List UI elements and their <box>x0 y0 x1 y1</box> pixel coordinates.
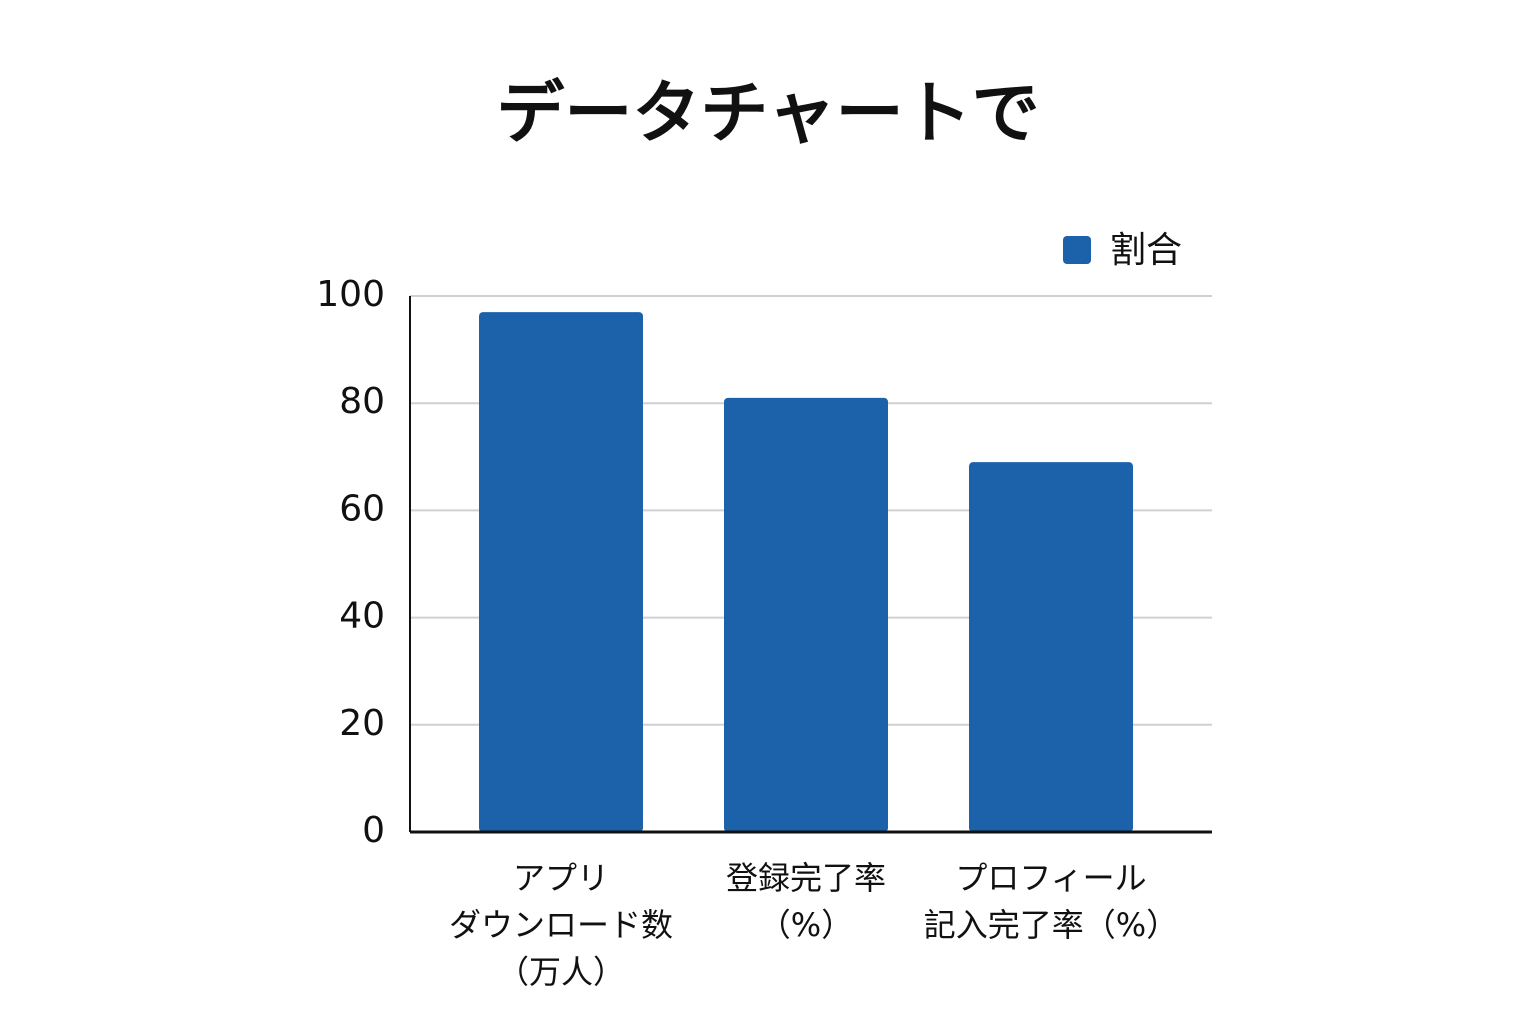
x-tick-label: ダウンロード数 <box>449 906 673 944</box>
bar <box>479 312 643 833</box>
x-tick-label: プロフィール <box>955 859 1146 897</box>
x-tick-label: 記入完了率（%） <box>924 906 1178 944</box>
chart-title: データチャートで <box>496 75 1039 154</box>
y-tick-label: 60 <box>339 488 385 529</box>
x-tick-label: アプリ <box>513 859 609 897</box>
legend-swatch <box>1063 236 1091 264</box>
x-tick-label: （%） <box>759 906 853 944</box>
legend-label: 割合 <box>1110 230 1182 271</box>
y-tick-label: 20 <box>339 703 385 744</box>
x-tick-label: （万人） <box>497 953 625 991</box>
y-tick-label: 0 <box>362 810 385 851</box>
bar <box>724 397 888 832</box>
bar <box>969 462 1133 832</box>
y-tick-label: 80 <box>339 381 385 422</box>
y-tick-label: 40 <box>339 596 385 637</box>
y-tick-label: 100 <box>316 274 385 315</box>
x-tick-label: 登録完了率 <box>726 859 886 897</box>
